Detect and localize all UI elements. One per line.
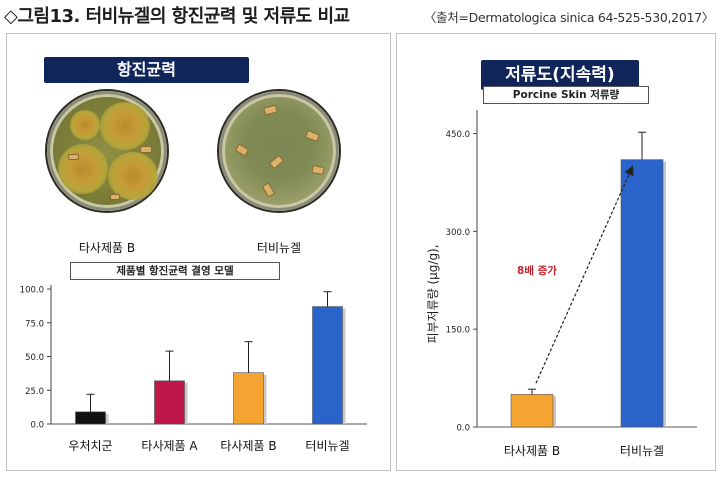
petri-dish-competitor-b-image [47,91,167,211]
bar-1 [154,380,185,425]
category-label: 터비뉴겔 [305,439,349,453]
y-tick-label: 100.0 [20,286,44,296]
y-tick-label: 450.0 [446,130,470,140]
y-tick-label: 75.0 [25,319,44,329]
dish-label-terbinafine-gel: 터비뉴겔 [256,241,302,255]
bar-0 [75,411,106,425]
fungal-colony [108,152,158,200]
retention-bar-chart: 0.0 150.0 300.0 450.0 타사제품 B 터비뉴겔 피부저류량 (μg/g)… [426,110,697,458]
category-label: 우처치군 [68,439,112,453]
y-tick-label: 300.0 [446,228,470,238]
header-source: 〈출처=Dermatologica sinica 64-525-530,2017… [423,10,714,25]
y-axis-label: 피부저류량 (μg/g), [426,244,440,343]
header-title: ◇그림13. 터비뉴겔의 항진균력 및 저류도 비교 [4,6,350,27]
sample-flake [110,194,120,200]
sample-flake [140,146,152,153]
fungal-colony [70,110,100,140]
category-label: 터비뉴겔 [620,444,664,458]
increase-annotation: 8배 증가 [517,264,557,277]
petri-dish-terbinafine-gel-image [219,91,339,211]
retention-chart-subtitle: Porcine Skin 저류량 [483,86,649,104]
y-tick-label: 25.0 [25,387,44,397]
sample-flake [68,154,79,160]
y-tick-label: 150.0 [446,326,470,336]
retention-banner: 저류도(지속력) [481,60,639,90]
category-label: 타사제품 B [504,444,560,458]
bar-0 [510,394,554,428]
retention-panel: 저류도(지속력) Porcine Skin 저류량 0.0 150.0 300.0 4… [396,33,716,471]
increase-arrow [535,165,634,384]
bar-2 [233,372,264,425]
antifungal-banner: 항진균력 [44,57,249,83]
category-label: 타사제품 B [220,439,276,453]
antifungal-chart-subtitle: 제품별 항진균력 결영 모델 [70,262,280,280]
antifungal-bar-chart: 0.0 25.0 50.0 75.0 100.0 우처치군 타사제품 A 타사제품 B 터비뉴겔 [20,285,367,453]
y-tick-label: 50.0 [25,353,44,363]
bar-3 [312,306,343,425]
dish-label-competitor-b: 타사제품 B [78,241,136,255]
y-tick-label: 0.0 [456,424,470,434]
fungal-colony [100,102,150,150]
y-tick-label: 0.0 [30,421,44,431]
fungal-colony [58,144,108,194]
antifungal-panel: 항진균력 타사제품 B 터비뉴겔 제품별 항진균력 결영 모델 0.0 25.0 5… [6,33,391,471]
category-label: 타사제품 A [141,439,198,453]
bar-1 [620,159,664,428]
